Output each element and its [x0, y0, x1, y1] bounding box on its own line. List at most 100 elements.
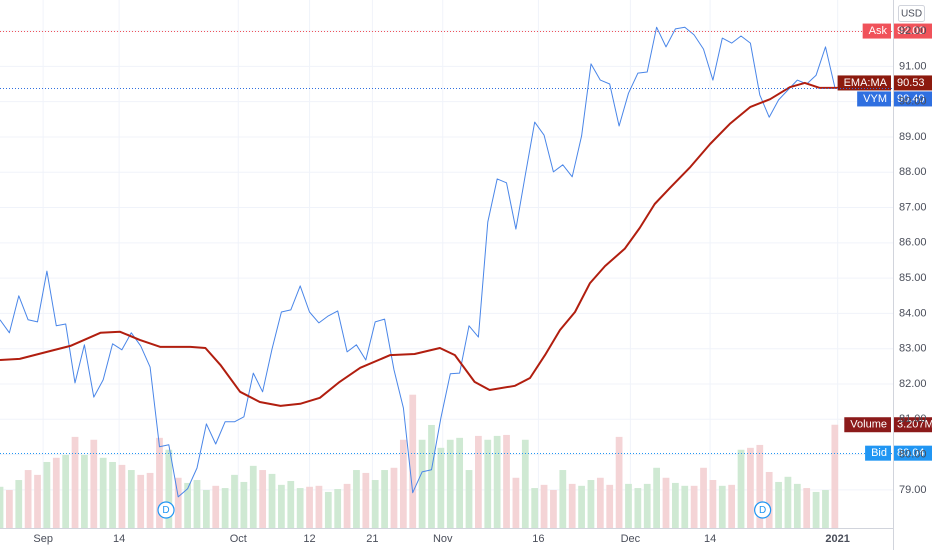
volume-bar	[343, 483, 351, 528]
volume-bar	[99, 457, 107, 528]
volume-bar	[784, 476, 792, 528]
y-tick-label: 92.00	[899, 25, 927, 37]
volume-bar	[109, 461, 116, 528]
volume-bar	[475, 435, 482, 528]
volume-bar	[399, 439, 407, 528]
badge-value: 90.53	[897, 77, 925, 89]
badge-name-box	[844, 417, 891, 433]
badge-value: 80.04	[897, 447, 925, 459]
volume-bar	[559, 470, 567, 528]
volume-bar	[493, 435, 501, 528]
currency-box[interactable]	[898, 5, 925, 22]
y-tick-label: 84.00	[899, 307, 927, 319]
y-tick-label: 90.00	[899, 96, 927, 108]
volume-bar	[362, 472, 370, 528]
y-tick-label: 82.00	[899, 378, 927, 390]
volume-bar	[775, 481, 782, 528]
volume-bar	[371, 480, 379, 528]
badge-value-box	[893, 417, 932, 433]
volume-bar	[531, 488, 539, 528]
volume-bar	[690, 485, 698, 528]
volume-bar	[15, 480, 23, 528]
volume-bar	[793, 483, 801, 528]
volume-bar	[568, 483, 576, 528]
volume-bar	[718, 485, 726, 528]
x-tick-label: 14	[113, 533, 125, 545]
volume-bar	[81, 454, 88, 528]
volume-bar	[409, 394, 417, 528]
volume-bar	[456, 437, 464, 528]
badge-value-box	[893, 91, 932, 107]
y-tick-label: 88.00	[899, 166, 927, 178]
volume-bar	[221, 488, 229, 528]
volume-bar	[615, 436, 623, 528]
y-tick-label: 79.00	[899, 484, 927, 496]
x-tick-label: 12	[303, 533, 315, 545]
volume-bar	[118, 464, 126, 528]
event-label: D	[162, 505, 169, 516]
volume-bar	[578, 485, 585, 528]
y-tick-label: 85.00	[899, 272, 927, 284]
badge-value-box	[893, 445, 932, 461]
volume-bar	[324, 491, 332, 528]
y-tick-label: 83.00	[899, 343, 927, 355]
overlay: D D Ask 92.00 EMA:MA 90.53 VYM 90.40 Bid 80.04 Vol…	[0, 23, 932, 519]
price-line	[0, 81, 841, 407]
volume-bar	[831, 424, 839, 528]
volume-bar	[202, 490, 210, 528]
event-label: D	[759, 505, 766, 516]
volume-bar	[512, 477, 520, 528]
volume-bar	[662, 477, 670, 528]
volume-bar	[446, 439, 454, 528]
volume-bar	[503, 434, 510, 528]
y-tick-label: 80.00	[899, 448, 927, 460]
x-tick-label: Sep	[33, 533, 53, 545]
volume-bar	[6, 490, 13, 528]
volume-bar	[728, 484, 736, 528]
volume-bar	[681, 485, 689, 528]
volume-bar	[306, 486, 313, 528]
volume-bar	[540, 484, 548, 528]
volume-bar	[381, 470, 388, 528]
currency: USD	[901, 9, 922, 20]
volume-bar	[137, 474, 145, 528]
volume-bar	[62, 454, 70, 528]
volume-bar	[437, 447, 445, 528]
volume-bar	[315, 485, 323, 528]
badge-value-box	[893, 23, 932, 39]
line-layer	[0, 26, 841, 498]
volume-bar	[700, 467, 707, 528]
event-marker	[754, 501, 772, 519]
volume-bar	[24, 470, 32, 528]
volume-bar	[43, 461, 51, 528]
volume-bar	[418, 439, 426, 528]
price-line	[0, 26, 836, 498]
volume-bar	[193, 480, 201, 528]
volume-bar	[353, 470, 360, 528]
badge-name: Ask	[869, 25, 888, 37]
volume-bar	[709, 480, 717, 528]
volume-bar	[465, 470, 473, 528]
badge-value: 90.40	[897, 93, 925, 105]
volume-bar	[625, 483, 632, 528]
volume-bar	[334, 489, 342, 528]
volume-bar	[521, 439, 529, 528]
volume-bar	[52, 457, 60, 528]
volume-bar	[165, 449, 173, 528]
badge-value: 3.207M	[897, 419, 932, 431]
volume-bar	[71, 436, 79, 528]
x-tick-label: Oct	[230, 533, 247, 545]
volume-bar	[672, 482, 679, 528]
volume-bar	[174, 477, 182, 528]
badge-name: Bid	[871, 447, 887, 459]
volume-bar	[184, 482, 191, 528]
volume-bar	[287, 480, 295, 528]
badge-name: Volume	[850, 419, 887, 431]
x-tick-label: 14	[704, 533, 716, 545]
volume-bar	[90, 439, 98, 528]
volume-bar	[765, 471, 773, 528]
volume-bar	[268, 473, 276, 528]
volume-bar	[550, 490, 557, 528]
